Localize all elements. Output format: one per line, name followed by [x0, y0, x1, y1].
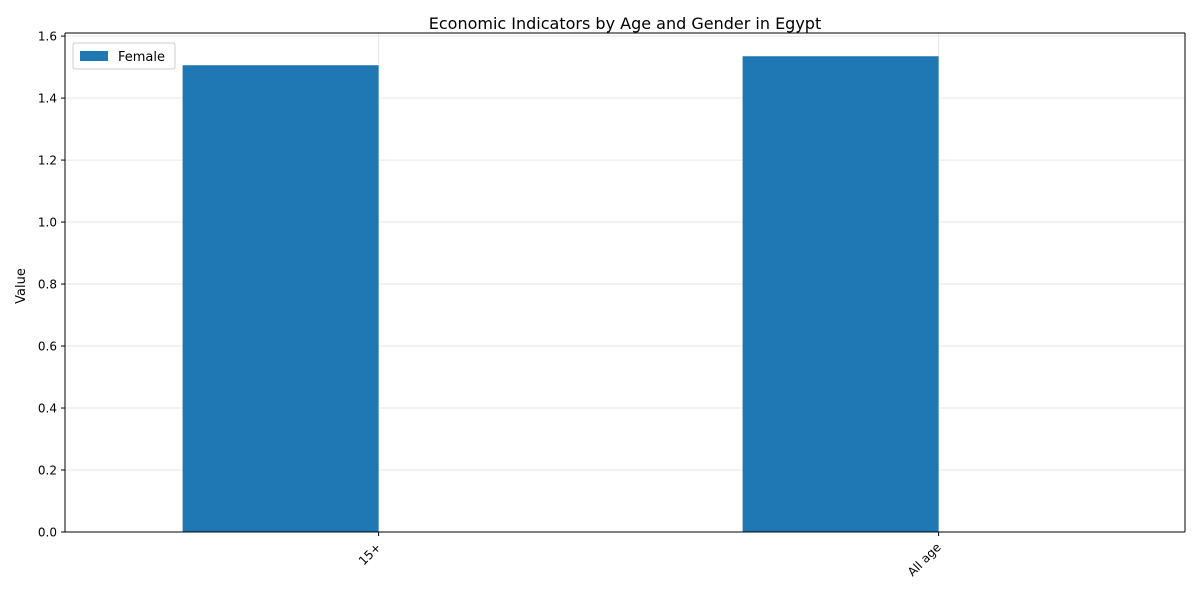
bar-female-0 [182, 65, 379, 532]
y-tick-label: 1.4 [38, 92, 57, 106]
bar-female-1 [742, 56, 939, 533]
chart-title: Economic Indicators by Age and Gender in… [429, 14, 821, 33]
y-tick-label: 0.2 [38, 464, 57, 478]
y-tick-label: 1.0 [38, 216, 57, 230]
y-tick-label: 0.8 [38, 278, 57, 292]
legend-box [72, 42, 176, 70]
y-axis-label: Value [14, 268, 29, 304]
y-ticks: 0.0 0.2 0.4 0.6 0.8 1.0 1.2 1.4 1.6 [38, 30, 65, 540]
bars [182, 56, 939, 533]
axes [64, 32, 1186, 533]
legend-swatch-female [80, 51, 108, 61]
legend: Female [72, 42, 176, 70]
y-tick-label: 1.6 [38, 30, 57, 44]
y-tick-label: 0.6 [38, 340, 57, 354]
y-tick-label: 1.2 [38, 154, 57, 168]
y-tick-label: 0.0 [38, 526, 57, 540]
legend-label-female: Female [118, 50, 165, 65]
y-tick-label: 0.4 [38, 402, 57, 416]
